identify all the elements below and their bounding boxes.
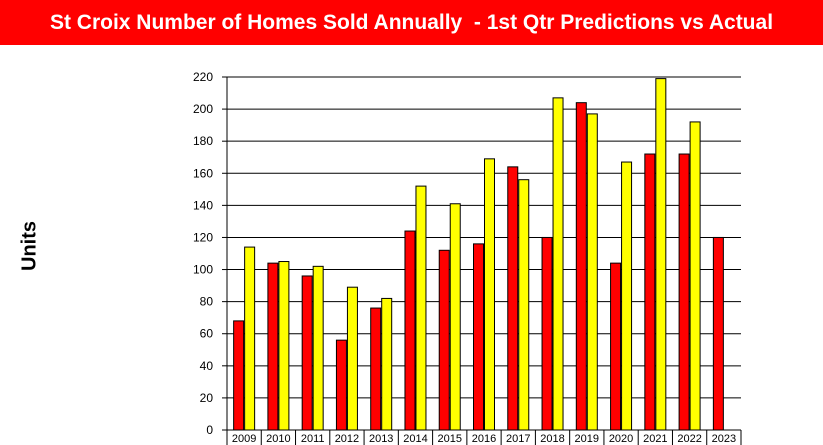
bar-2022-yellow (689, 121, 701, 431)
bar-2016-red (473, 243, 484, 431)
bar-2021-red (644, 153, 656, 431)
bar-2011-yellow (312, 265, 324, 431)
bar-2020-yellow (621, 161, 633, 431)
bar-2022-red (678, 153, 690, 431)
bar-2015-red (438, 249, 450, 431)
bars (233, 78, 724, 431)
y-tick-label: 160 (193, 166, 213, 180)
x-tick-label: 2011 (301, 433, 325, 445)
x-tick-label: 2009 (232, 433, 256, 445)
x-tick-label: 2014 (403, 433, 427, 445)
y-tick-label: 80 (200, 295, 214, 309)
bar-2023-red (712, 236, 724, 431)
bar-2018-yellow (552, 97, 564, 431)
x-tick-label: 2013 (369, 433, 393, 445)
x-tick-label: 2016 (472, 433, 496, 445)
y-tick-label: 120 (193, 230, 213, 244)
y-tick-label: 40 (200, 359, 214, 373)
x-tick-label: 2022 (677, 433, 701, 445)
bar-2014-red (404, 230, 416, 431)
bar-2015-yellow (449, 203, 461, 431)
title-bar: St Croix Number of Homes Sold Annually -… (0, 0, 823, 45)
bar-2010-yellow (278, 261, 290, 431)
x-tick-label: 2012 (335, 433, 359, 445)
bar-2020-red (610, 262, 622, 431)
bar-2012-yellow (346, 286, 358, 431)
y-tick-label: 220 (193, 70, 213, 84)
x-tick-label: 2010 (266, 433, 290, 445)
x-tick-label: 2021 (643, 433, 667, 445)
bar-2011-red (301, 275, 313, 431)
x-tick-label: 2020 (609, 433, 633, 445)
axes (222, 76, 742, 445)
y-tick-label: 180 (193, 134, 213, 148)
y-tick-label: 140 (193, 198, 213, 212)
chart-title: St Croix Number of Homes Sold Annually -… (49, 10, 774, 34)
tick-labels: 0 20 40 60 80 100 120 140 160 180 200 220 2009 2010 20… (193, 70, 736, 445)
bar-2016-yellow (484, 158, 495, 431)
x-tick-label: 2023 (712, 433, 736, 445)
bar-2019-yellow (586, 113, 598, 431)
bar-2013-red (370, 307, 382, 431)
bar-2021-yellow (655, 78, 667, 431)
bar-2019-red (575, 102, 587, 431)
y-tick-label: 100 (193, 263, 213, 277)
bar-2010-red (267, 262, 279, 431)
bar-2012-red (335, 339, 347, 431)
bar-2017-yellow (518, 179, 530, 431)
bar-2017-red (507, 166, 519, 431)
y-tick-label: 60 (200, 327, 214, 341)
bar-2014-yellow (415, 185, 427, 431)
bar-2013-yellow (381, 297, 393, 431)
y-tick-label: 0 (206, 423, 213, 437)
y-tick-label: 200 (193, 102, 213, 116)
bar-2009-red (233, 320, 245, 431)
x-tick-label: 2017 (506, 433, 530, 445)
bar-2018-red (541, 236, 553, 431)
x-tick-label: 2015 (437, 433, 461, 445)
x-tick-label: 2019 (575, 433, 599, 445)
x-tick-label: 2018 (540, 433, 564, 445)
bar-2009-yellow (244, 246, 256, 431)
y-tick-label: 20 (200, 391, 214, 405)
